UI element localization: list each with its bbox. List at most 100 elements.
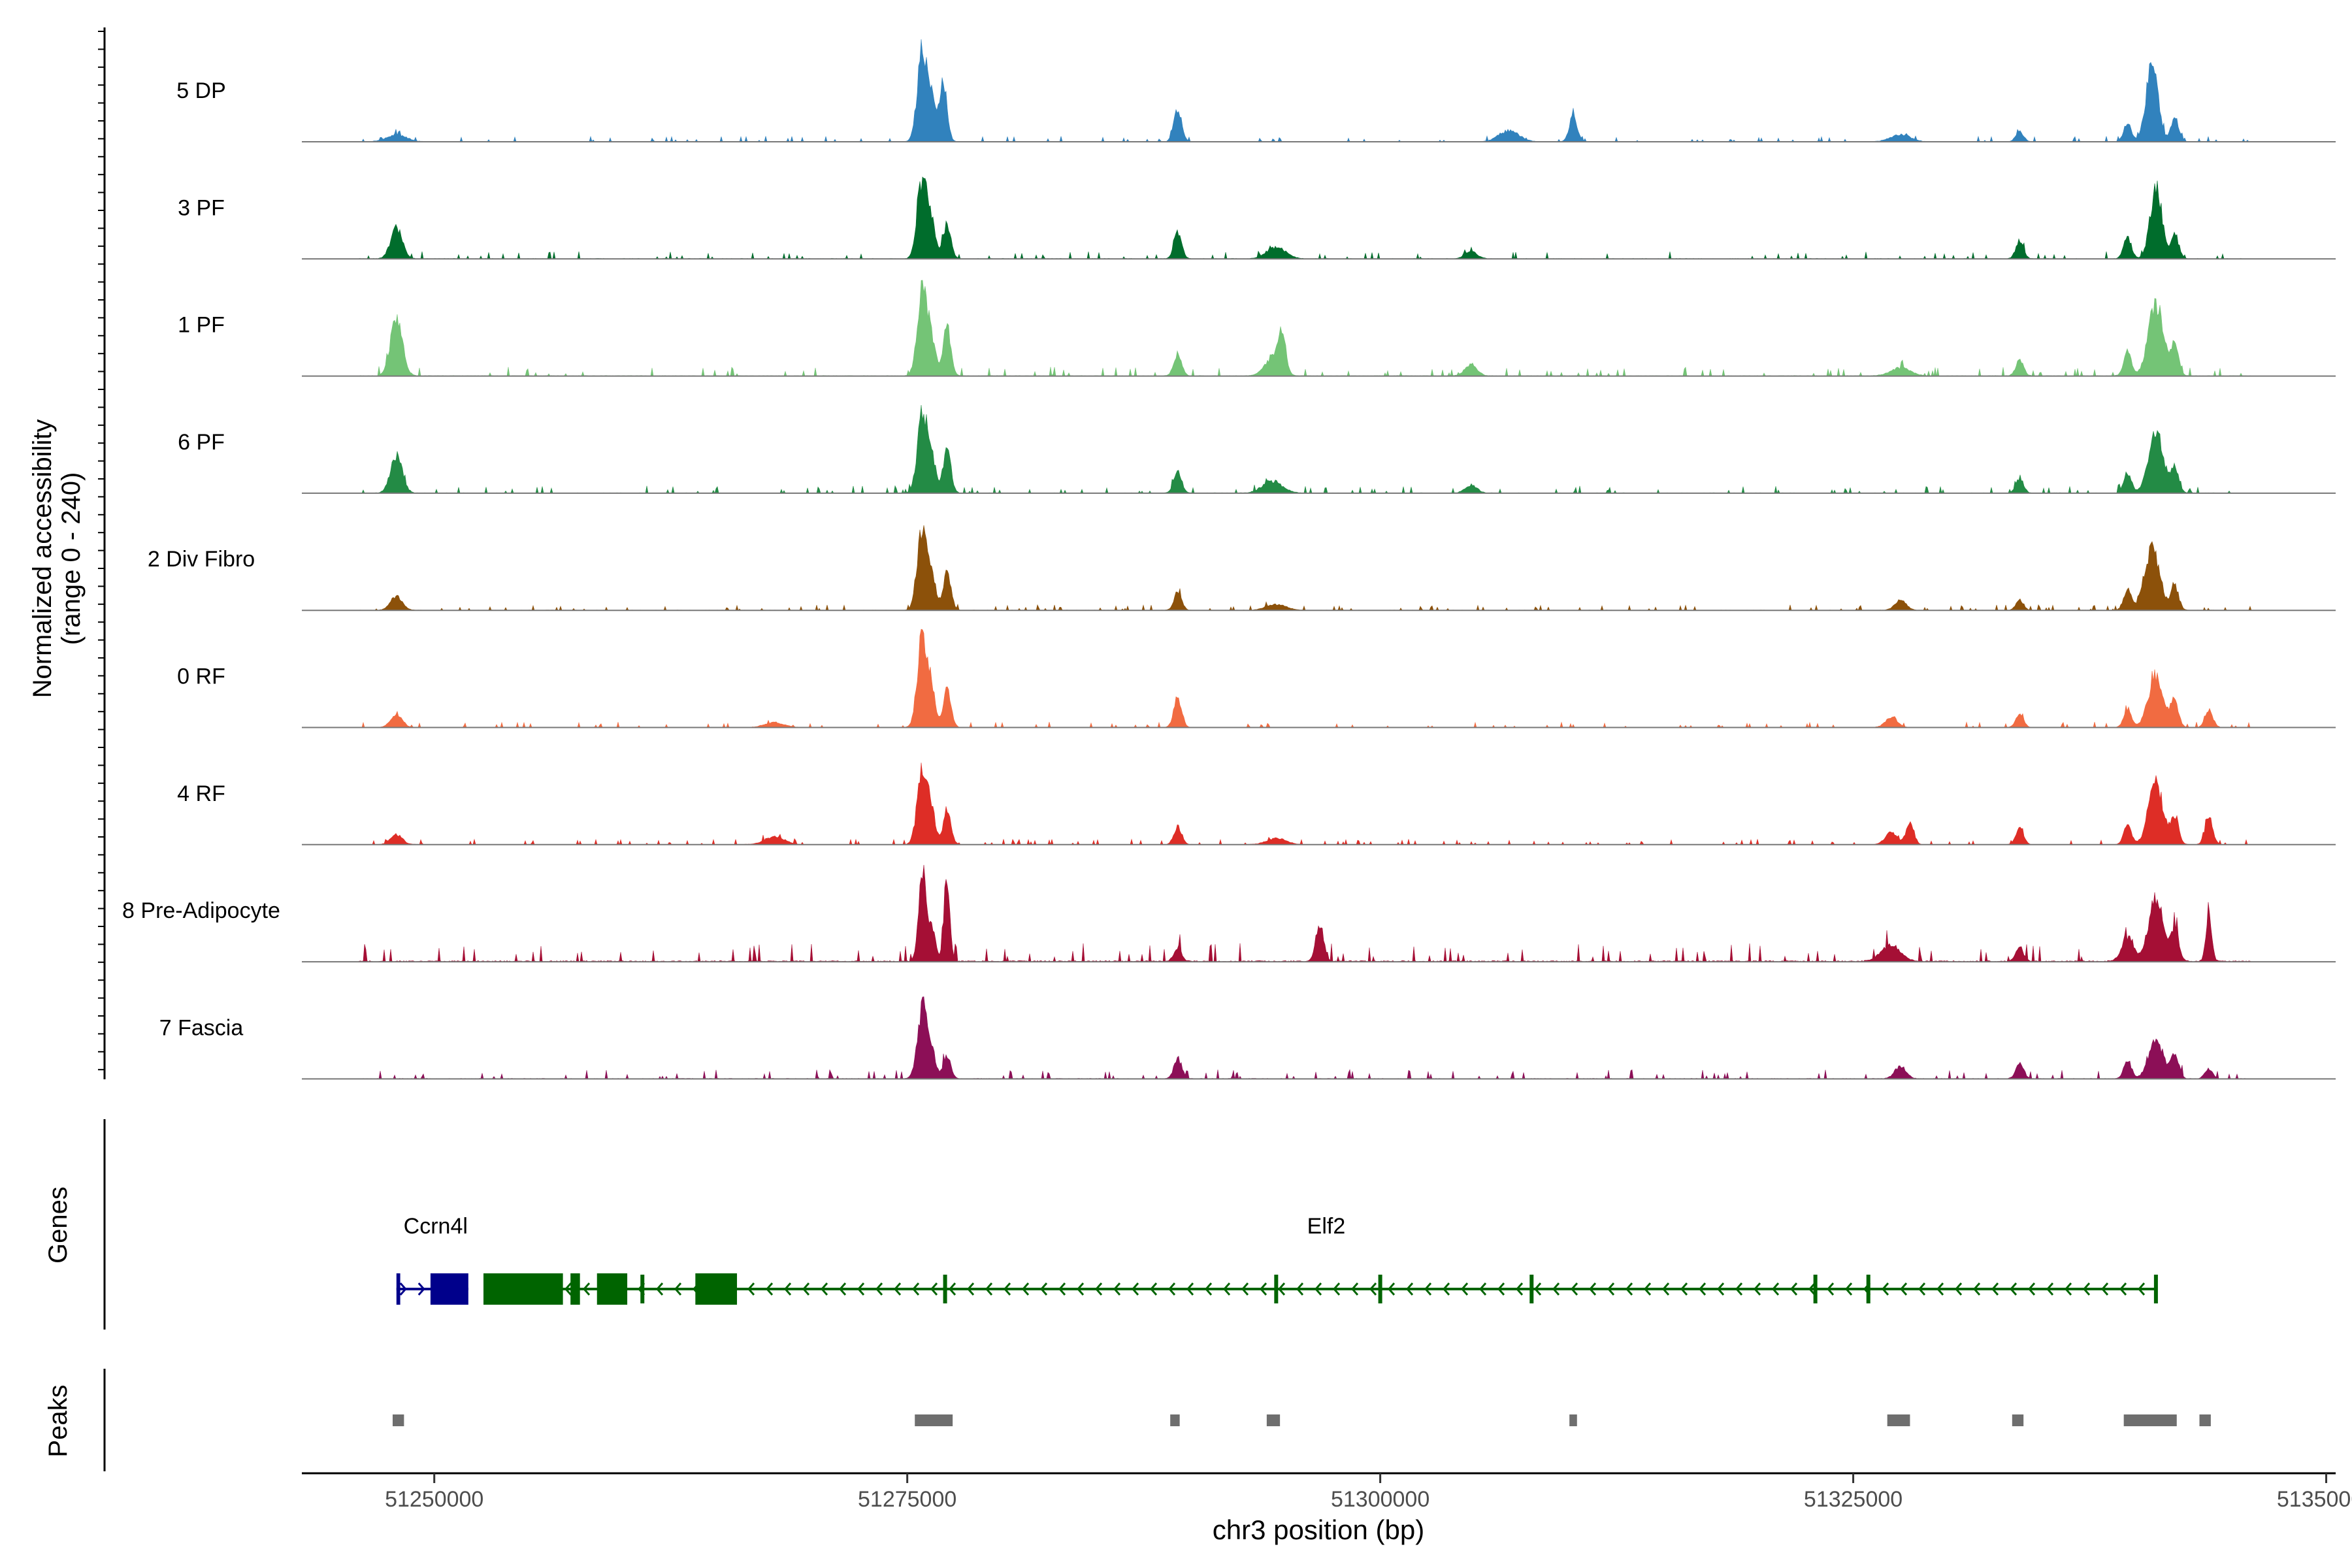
strand-arrow <box>820 1282 828 1296</box>
strand-arrow <box>1533 1282 1542 1296</box>
exon <box>1813 1275 1818 1303</box>
track-label: 5 DP <box>176 78 226 103</box>
coverage-area-6 <box>302 762 2336 845</box>
peak-region <box>1887 1414 1910 1426</box>
strand-arrow <box>1405 1282 1414 1296</box>
track-label: 1 PF <box>178 313 225 338</box>
peak-region <box>915 1414 953 1426</box>
x-tick-label: 51250000 <box>385 1487 483 1512</box>
x-tick-label: 51300000 <box>1331 1487 1429 1512</box>
strand-arrow <box>1149 1282 1158 1296</box>
strand-arrow <box>930 1282 938 1296</box>
strand-arrow <box>2119 1282 2127 1296</box>
peak-region <box>2012 1414 2024 1426</box>
strand-arrow <box>1021 1282 1030 1296</box>
exon <box>943 1275 947 1303</box>
strand-arrow <box>1607 1282 1615 1296</box>
strand-arrow <box>966 1282 975 1296</box>
peaks-track <box>392 1414 2211 1426</box>
strand-arrow <box>1954 1282 1963 1296</box>
strand-arrow <box>582 1282 591 1296</box>
strand-arrow <box>417 1282 425 1296</box>
strand-arrow <box>1424 1282 1432 1296</box>
y-axis-label: Normalized accessibility <box>28 419 57 698</box>
x-axis-label: chr3 position (bp) <box>1213 1514 1425 1545</box>
strand-arrow <box>1515 1282 1524 1296</box>
exon <box>396 1273 400 1305</box>
exon <box>1274 1275 1279 1303</box>
strand-arrow <box>1186 1282 1194 1296</box>
coverage-area-0 <box>302 39 2336 142</box>
strand-arrow <box>1168 1282 1176 1296</box>
strand-arrow <box>1735 1282 1743 1296</box>
genes-track-label: Genes <box>44 1186 73 1264</box>
strand-arrow <box>1625 1282 1633 1296</box>
strand-arrow <box>802 1282 810 1296</box>
peak-region <box>1266 1414 1281 1426</box>
strand-arrow <box>1881 1282 1889 1296</box>
exon <box>483 1273 563 1305</box>
exon <box>430 1273 468 1305</box>
track-label: 7 Fascia <box>159 1015 244 1040</box>
strand-arrow <box>1753 1282 1761 1296</box>
strand-arrow <box>1643 1282 1652 1296</box>
strand-arrow <box>1570 1282 1578 1296</box>
exon <box>1866 1275 1870 1303</box>
track-label: 3 PF <box>178 195 225 220</box>
x-tick-label: 51275000 <box>858 1487 956 1512</box>
strand-arrow <box>1076 1282 1085 1296</box>
exon <box>2153 1275 2158 1303</box>
strand-arrow <box>1552 1282 1560 1296</box>
strand-arrow <box>1387 1282 1396 1296</box>
strand-arrow <box>1222 1282 1231 1296</box>
strand-arrow <box>564 1282 572 1296</box>
strand-arrow <box>1296 1282 1304 1296</box>
strand-arrow <box>1497 1282 1505 1296</box>
coverage-tracks <box>302 39 2336 1080</box>
strand-arrow <box>747 1282 755 1296</box>
strand-arrow <box>674 1282 682 1296</box>
strand-arrow <box>1588 1282 1597 1296</box>
strand-arrow <box>399 1282 407 1296</box>
strand-arrow <box>2009 1282 2017 1296</box>
peak-region <box>392 1414 404 1426</box>
track-labels: 5 DP 3 PF 1 PF 6 PF 2 Div Fibro 0 RF 4 RF 8 Pre… <box>122 78 280 1040</box>
strand-arrow <box>1808 1282 1816 1296</box>
strand-arrow <box>1844 1282 1853 1296</box>
track-label: 4 RF <box>177 781 225 806</box>
coverage-area-5 <box>302 629 2336 728</box>
strand-arrow <box>1277 1282 1286 1296</box>
track-label: 8 Pre-Adipocyte <box>122 898 280 923</box>
strand-arrow <box>1003 1282 1011 1296</box>
peak-region <box>1170 1414 1180 1426</box>
strand-arrow <box>875 1282 883 1296</box>
exon <box>596 1273 628 1305</box>
track-label: 0 RF <box>177 664 225 689</box>
exon <box>1378 1275 1382 1303</box>
gene-name-elf2: Elf2 <box>1307 1214 1346 1239</box>
strand-arrow <box>765 1282 774 1296</box>
strand-arrow <box>985 1282 993 1296</box>
x-tick-label: 51325000 <box>1804 1487 1903 1512</box>
coverage-area-4 <box>302 525 2336 611</box>
strand-arrow <box>1350 1282 1359 1296</box>
strand-arrow <box>1478 1282 1487 1296</box>
exon <box>570 1273 580 1305</box>
strand-arrow <box>1113 1282 1121 1296</box>
strand-arrow <box>893 1282 902 1296</box>
exon <box>1529 1275 1534 1303</box>
coverage-area-3 <box>302 404 2336 494</box>
coverage-area-8 <box>302 996 2336 1080</box>
strand-arrow <box>948 1282 956 1296</box>
strand-arrow <box>2046 1282 2054 1296</box>
strand-arrow <box>1039 1282 1048 1296</box>
strand-arrow <box>1936 1282 1944 1296</box>
track-label: 6 PF <box>178 430 225 455</box>
strand-arrow <box>1698 1282 1707 1296</box>
strand-arrow <box>1131 1282 1139 1296</box>
strand-arrow <box>857 1282 865 1296</box>
strand-arrow <box>1661 1282 1670 1296</box>
coverage-area-2 <box>302 280 2336 377</box>
strand-arrow <box>2082 1282 2091 1296</box>
coverage-axis-ticks <box>98 31 105 1071</box>
